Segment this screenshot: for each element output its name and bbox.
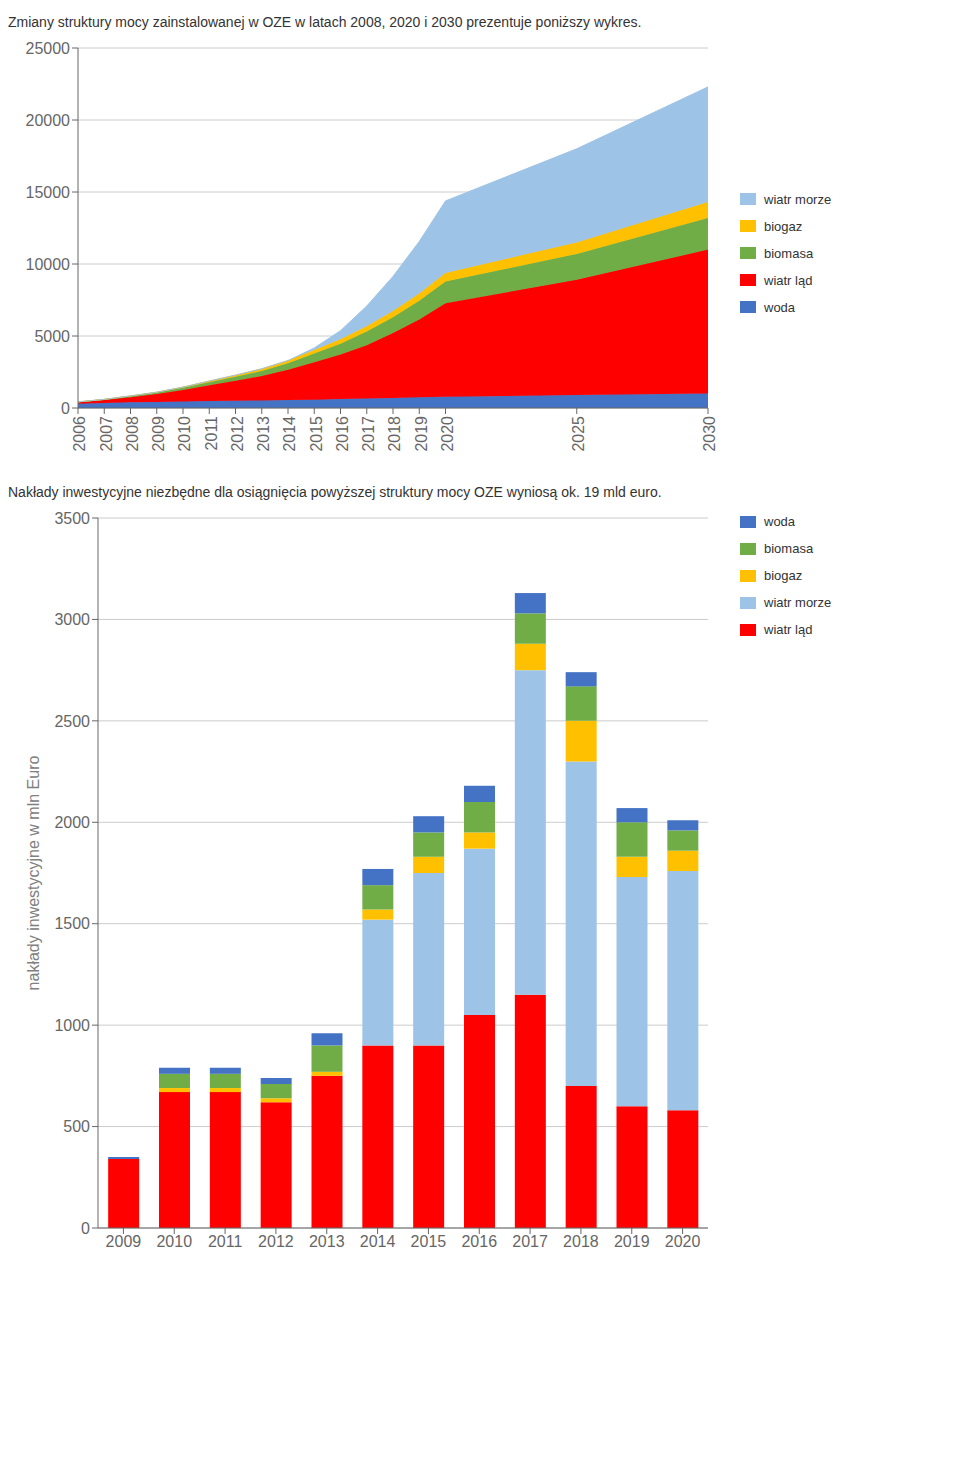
svg-text:2012: 2012	[258, 1233, 294, 1250]
svg-text:2020: 2020	[439, 416, 456, 452]
html-text:woda: woda	[764, 514, 796, 529]
svg-text:2016: 2016	[334, 416, 351, 452]
html-text:Nakłady inwestycyjne niezbędne: Nakłady inwestycyjne niezbędne dla osiąg…	[8, 484, 662, 500]
svg-text:2009: 2009	[106, 1233, 142, 1250]
svg-text:500: 500	[63, 1118, 90, 1135]
html-text:wiatr morze: wiatr morze	[764, 595, 832, 610]
svg-text:1500: 1500	[54, 915, 90, 932]
svg-text:2018: 2018	[563, 1233, 599, 1250]
svg-text:2000: 2000	[54, 814, 90, 831]
html-text:Zmiany struktury mocy zainstal: Zmiany struktury mocy zainstalowanej w O…	[8, 14, 642, 30]
svg-text:2008: 2008	[124, 416, 141, 452]
svg-text:1000: 1000	[54, 1017, 90, 1034]
html-text:wiatr ląd: wiatr ląd	[764, 272, 813, 288]
svg-text:3000: 3000	[54, 611, 90, 628]
svg-text:2017: 2017	[360, 416, 377, 452]
svg-text:2019: 2019	[614, 1233, 650, 1250]
svg-text:2009: 2009	[150, 416, 167, 452]
svg-text:0: 0	[61, 400, 70, 417]
html-text:wiatr morze: wiatr morze	[764, 191, 832, 207]
html-text:wiatr ląd: wiatr ląd	[764, 622, 813, 637]
svg-text:5000: 5000	[34, 328, 70, 345]
svg-text:2500: 2500	[54, 713, 90, 730]
html-text:biomasa: biomasa	[764, 245, 814, 261]
svg-text:2014: 2014	[281, 416, 298, 452]
svg-text:2017: 2017	[512, 1233, 548, 1250]
svg-text:2013: 2013	[309, 1233, 345, 1250]
html-text:biogaz: biogaz	[764, 568, 803, 583]
svg-text:0: 0	[81, 1220, 90, 1237]
svg-text:2012: 2012	[229, 416, 246, 452]
svg-text:3500: 3500	[54, 510, 90, 527]
svg-text:2018: 2018	[386, 416, 403, 452]
svg-text:nakłady inwestycyjne w mln Eur: nakłady inwestycyjne w mln Euro	[25, 756, 42, 991]
html-text:biogaz: biogaz	[764, 218, 803, 234]
svg-text:2006: 2006	[71, 416, 88, 452]
svg-text:2016: 2016	[461, 1233, 497, 1250]
svg-text:20000: 20000	[26, 112, 71, 129]
html-text:biomasa: biomasa	[764, 541, 814, 556]
svg-text:10000: 10000	[26, 256, 71, 273]
svg-text:2011: 2011	[208, 1233, 243, 1250]
svg-text:2014: 2014	[360, 1233, 396, 1250]
svg-text:2013: 2013	[255, 416, 272, 452]
svg-text:15000: 15000	[26, 184, 71, 201]
svg-text:2030: 2030	[701, 416, 718, 452]
svg-text:2019: 2019	[413, 416, 430, 452]
svg-text:2015: 2015	[411, 1233, 447, 1250]
svg-text:2025: 2025	[570, 416, 587, 452]
svg-text:2010: 2010	[176, 416, 193, 452]
svg-text:2015: 2015	[308, 416, 325, 452]
svg-text:2020: 2020	[665, 1233, 701, 1250]
svg-text:2010: 2010	[156, 1233, 192, 1250]
svg-text:2007: 2007	[98, 416, 115, 452]
html-text:woda: woda	[764, 299, 796, 315]
svg-text:2011: 2011	[203, 416, 220, 451]
svg-text:25000: 25000	[26, 40, 71, 57]
